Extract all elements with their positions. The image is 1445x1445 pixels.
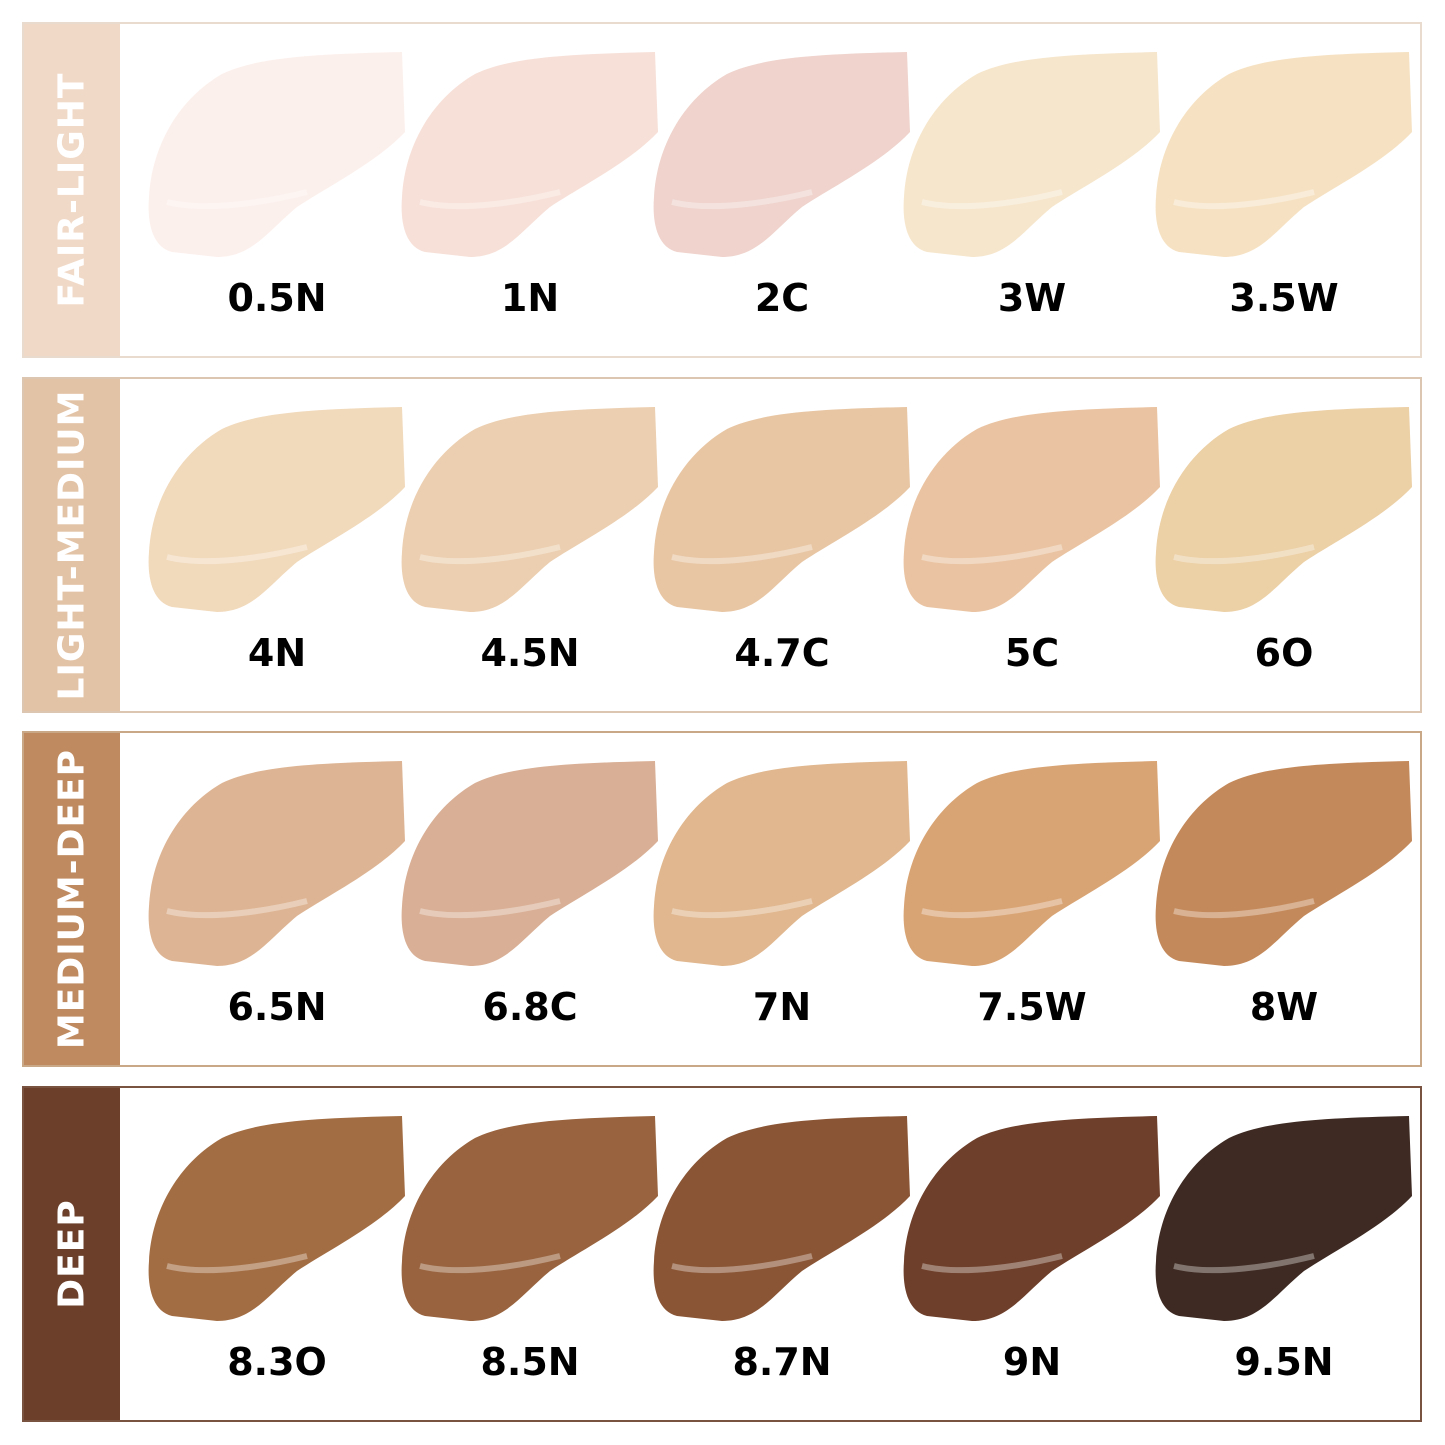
swatch-smear — [903, 1116, 1160, 1321]
shade-name: 9N — [1002, 1340, 1062, 1384]
shade-swatch — [1155, 52, 1412, 257]
swatch-highlight — [419, 544, 561, 565]
swatch-highlight — [671, 898, 813, 919]
shade-name: 6.8C — [482, 985, 578, 1029]
group-label-bar: MEDIUM-DEEP — [24, 733, 120, 1065]
swatch-highlight — [921, 544, 1063, 565]
shade-swatch — [401, 761, 658, 966]
shade-swatch — [1155, 407, 1412, 612]
swatch-smear — [1155, 1116, 1412, 1321]
swatch-smear — [653, 407, 910, 612]
shade-swatch — [1155, 761, 1412, 966]
swatch-highlight — [166, 189, 308, 210]
swatch-smear — [401, 761, 658, 966]
shade-name: 8.3O — [227, 1340, 327, 1384]
swatch-smear — [148, 407, 405, 612]
shade-name: 4N — [247, 631, 307, 675]
group-label: FAIR-LIGHT — [51, 72, 93, 308]
swatch-highlight — [671, 1253, 813, 1274]
shade-name: 6.5N — [227, 985, 327, 1029]
shade-name: 8.5N — [480, 1340, 580, 1384]
swatch-smear — [1155, 761, 1412, 966]
swatch-smear — [401, 407, 658, 612]
group-label-bar: DEEP — [24, 1088, 120, 1420]
swatch-smear — [1155, 52, 1412, 257]
swatch-smear — [653, 761, 910, 966]
shade-swatch — [401, 407, 658, 612]
swatch-smear — [401, 1116, 658, 1321]
swatch-highlight — [921, 189, 1063, 210]
group-label: DEEP — [51, 1199, 93, 1309]
shade-swatch — [903, 52, 1160, 257]
shade-swatch — [903, 761, 1160, 966]
swatch-highlight — [419, 898, 561, 919]
shade-swatch — [903, 407, 1160, 612]
swatch-smear — [401, 52, 658, 257]
shade-name: 4.7C — [734, 631, 830, 675]
shade-group-panel: FAIR-LIGHT 0.5N 1N 2C 3W 3.5W — [22, 22, 1422, 358]
swatch-highlight — [166, 898, 308, 919]
swatch-smear — [1155, 407, 1412, 612]
shade-swatch — [653, 52, 910, 257]
swatch-highlight — [419, 1253, 561, 1274]
shade-swatch — [148, 1116, 405, 1321]
shade-name: 4.5N — [480, 631, 580, 675]
swatch-highlight — [1173, 1253, 1315, 1274]
shade-swatch — [401, 52, 658, 257]
shade-swatch — [148, 52, 405, 257]
shade-swatch — [1155, 1116, 1412, 1321]
swatch-highlight — [1173, 898, 1315, 919]
shade-name: 1N — [500, 276, 560, 320]
swatch-highlight — [166, 1253, 308, 1274]
shade-group-panel: MEDIUM-DEEP 6.5N 6.8C 7N 7.5W 8W — [22, 731, 1422, 1067]
shade-name: 8W — [1249, 985, 1319, 1029]
swatch-highlight — [1173, 544, 1315, 565]
swatch-highlight — [921, 898, 1063, 919]
swatch-highlight — [419, 189, 561, 210]
swatch-smear — [148, 761, 405, 966]
shade-swatch — [148, 761, 405, 966]
shade-group-panel: LIGHT-MEDIUM 4N 4.5N 4.7C 5C 6O — [22, 377, 1422, 713]
shade-name: 7.5W — [977, 985, 1087, 1029]
shade-swatch — [148, 407, 405, 612]
shade-swatch — [653, 407, 910, 612]
shade-name: 0.5N — [227, 276, 327, 320]
swatch-smear — [903, 407, 1160, 612]
shade-name: 3.5W — [1229, 276, 1339, 320]
swatch-highlight — [166, 544, 308, 565]
swatch-highlight — [921, 1253, 1063, 1274]
shade-group-panel: DEEP 8.3O 8.5N 8.7N 9N 9.5N — [22, 1086, 1422, 1422]
shade-name: 7N — [752, 985, 812, 1029]
shade-swatch — [401, 1116, 658, 1321]
group-label-bar: LIGHT-MEDIUM — [24, 379, 120, 711]
group-label-bar: FAIR-LIGHT — [24, 24, 120, 356]
swatch-smear — [653, 1116, 910, 1321]
shade-swatch — [653, 1116, 910, 1321]
group-label: LIGHT-MEDIUM — [51, 389, 93, 701]
shade-name: 3W — [997, 276, 1067, 320]
swatch-highlight — [671, 189, 813, 210]
swatch-smear — [903, 52, 1160, 257]
shade-name: 6O — [1254, 631, 1314, 675]
shade-swatch — [653, 761, 910, 966]
swatch-smear — [903, 761, 1160, 966]
shade-swatch — [903, 1116, 1160, 1321]
swatch-smear — [653, 52, 910, 257]
swatch-highlight — [671, 544, 813, 565]
shade-name: 2C — [754, 276, 810, 320]
swatch-highlight — [1173, 189, 1315, 210]
shade-name: 8.7N — [732, 1340, 832, 1384]
swatch-smear — [148, 52, 405, 257]
group-label: MEDIUM-DEEP — [51, 748, 93, 1050]
shade-name: 5C — [1004, 631, 1060, 675]
shade-name: 9.5N — [1234, 1340, 1334, 1384]
swatch-smear — [148, 1116, 405, 1321]
